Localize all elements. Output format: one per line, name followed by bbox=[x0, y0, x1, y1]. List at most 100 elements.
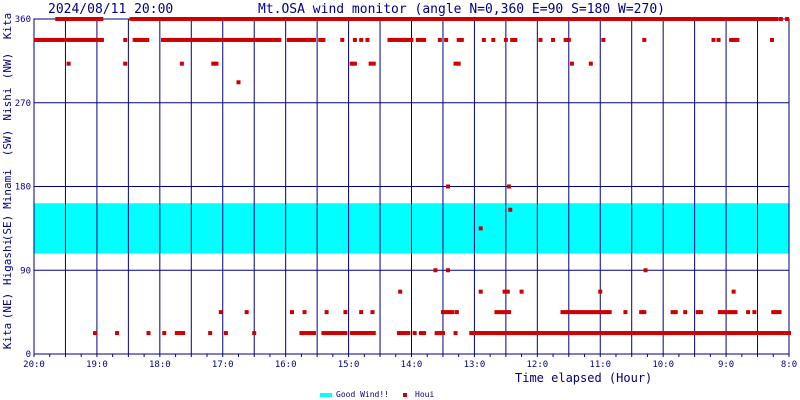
houi-point bbox=[214, 37, 219, 42]
houi-point bbox=[255, 17, 260, 21]
houi-point bbox=[591, 331, 596, 336]
houi-point bbox=[695, 310, 700, 315]
houi-point bbox=[481, 331, 486, 336]
houi-point bbox=[359, 331, 364, 336]
houi-point bbox=[352, 37, 357, 42]
houi-point bbox=[308, 331, 313, 336]
houi-point bbox=[770, 37, 775, 42]
houi-point bbox=[245, 37, 250, 42]
houi-point bbox=[406, 331, 411, 336]
houi-point bbox=[406, 17, 411, 21]
houi-point bbox=[733, 17, 738, 21]
houi-point bbox=[64, 17, 69, 21]
houi-point bbox=[315, 17, 320, 21]
houi-point bbox=[450, 310, 455, 315]
houi-point bbox=[274, 37, 279, 42]
houi-point bbox=[135, 37, 140, 42]
houi-point bbox=[519, 331, 524, 336]
y-tick-label: 90 bbox=[20, 266, 31, 276]
direction-label: Kita bbox=[1, 323, 14, 350]
houi-point bbox=[579, 17, 584, 21]
houi-point bbox=[179, 37, 184, 42]
houi-point bbox=[334, 17, 338, 21]
y-tick-label: 270 bbox=[15, 99, 31, 109]
houi-point bbox=[359, 310, 364, 315]
houi-point bbox=[720, 310, 725, 315]
houi-point bbox=[601, 17, 606, 21]
houi-point bbox=[478, 226, 483, 231]
houi-point bbox=[37, 37, 42, 42]
houi-point bbox=[415, 17, 420, 21]
houi-point bbox=[532, 331, 537, 336]
houi-point bbox=[601, 310, 606, 315]
houi-point bbox=[525, 331, 530, 336]
houi-point bbox=[588, 310, 593, 315]
houi-point bbox=[274, 17, 279, 21]
houi-point bbox=[538, 37, 543, 42]
direction-label: Kita bbox=[1, 13, 14, 40]
houi-point bbox=[195, 37, 200, 42]
houi-point bbox=[632, 331, 637, 336]
houi-point bbox=[727, 331, 732, 336]
houi-point bbox=[80, 17, 85, 21]
houi-point bbox=[654, 17, 659, 21]
houi-point bbox=[390, 37, 395, 42]
houi-point bbox=[535, 331, 540, 336]
houi-point bbox=[532, 17, 537, 21]
houi-point bbox=[174, 331, 179, 336]
houi-point bbox=[746, 331, 751, 336]
houi-point bbox=[330, 331, 335, 336]
houi-point bbox=[724, 331, 729, 336]
houi-point bbox=[717, 310, 722, 315]
houi-point bbox=[179, 17, 184, 21]
houi-point bbox=[513, 331, 518, 336]
houi-point bbox=[148, 17, 153, 21]
houi-point bbox=[591, 310, 596, 315]
houi-point bbox=[403, 331, 408, 336]
houi-point bbox=[576, 17, 581, 21]
houi-point bbox=[752, 17, 757, 21]
houi-point bbox=[727, 17, 732, 21]
houi-point bbox=[293, 37, 298, 42]
houi-point bbox=[626, 331, 631, 336]
houi-point bbox=[445, 184, 450, 189]
houi-point bbox=[607, 310, 612, 315]
houi-point bbox=[447, 17, 452, 21]
houi-point bbox=[384, 17, 389, 21]
houi-point bbox=[714, 17, 719, 21]
houi-point bbox=[264, 17, 269, 21]
houi-point bbox=[61, 17, 66, 21]
houi-point bbox=[771, 331, 776, 336]
houi-point bbox=[516, 331, 521, 336]
houi-point bbox=[494, 17, 499, 21]
houi-point bbox=[502, 289, 507, 294]
houi-point bbox=[746, 17, 751, 21]
houi-point bbox=[497, 17, 502, 21]
houi-point bbox=[588, 17, 593, 21]
houi-point bbox=[205, 37, 210, 42]
houi-point bbox=[673, 17, 678, 21]
houi-point bbox=[308, 17, 313, 21]
houi-point bbox=[368, 17, 373, 21]
houi-point bbox=[183, 37, 187, 42]
houi-point bbox=[563, 331, 568, 336]
houi-point bbox=[670, 331, 675, 336]
houi-point bbox=[211, 17, 216, 21]
legend: Good Wind!! Houi bbox=[320, 390, 434, 399]
houi-point bbox=[283, 17, 288, 21]
houi-point bbox=[588, 331, 593, 336]
houi-point bbox=[390, 17, 395, 21]
houi-point bbox=[508, 207, 513, 212]
grid-layer bbox=[33, 18, 790, 357]
houi-point bbox=[488, 17, 493, 21]
houi-point bbox=[456, 61, 461, 66]
houi-point bbox=[716, 37, 721, 42]
houi-point bbox=[173, 17, 178, 21]
houi-point bbox=[434, 331, 439, 336]
houi-point bbox=[365, 37, 370, 42]
houi-point bbox=[673, 331, 678, 336]
houi-point bbox=[787, 331, 791, 336]
houi-point bbox=[488, 331, 493, 336]
houi-point bbox=[77, 37, 82, 42]
houi-point bbox=[271, 37, 276, 42]
